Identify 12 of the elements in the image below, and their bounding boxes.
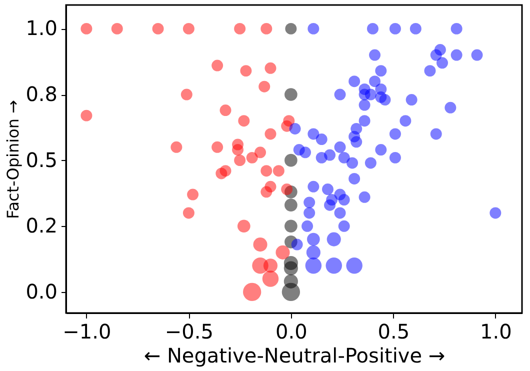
x-axis-title: ← Negative-Neutral-Positive →	[144, 344, 446, 368]
y-tick-label: 0.5	[26, 148, 58, 172]
y-tick-label: 0.2	[26, 214, 58, 238]
x-tick-label: 0.0	[276, 320, 308, 344]
x-tick-label: 1.0	[480, 320, 512, 344]
x-tick-label: 0.5	[378, 320, 410, 344]
y-tick-label: 1.0	[26, 16, 58, 40]
y-tick-label: 0.0	[26, 279, 58, 304]
x-tick-label: −1.0	[62, 320, 112, 344]
x-tick-label: −0.5	[164, 320, 214, 344]
y-tick-label: 0.8	[26, 82, 58, 106]
y-axis-title: Fact-Opinion →	[4, 100, 23, 220]
